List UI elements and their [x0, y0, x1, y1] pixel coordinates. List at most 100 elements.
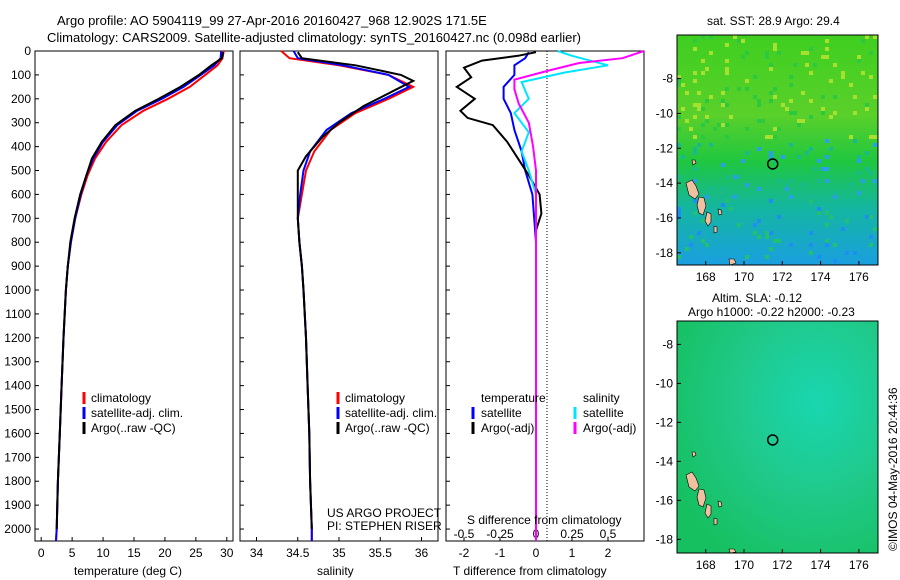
sst-pixel [825, 211, 829, 215]
sst-pixel [869, 135, 873, 139]
imos-side-label: ©IMOS 04-May-2016 20:44:36 [886, 387, 900, 551]
x-tick-label: -2 [459, 546, 470, 560]
sst-pixel [785, 107, 789, 111]
sst-pixel [773, 43, 777, 47]
depth-tick-label: 1000 [4, 283, 31, 297]
sst-pixel [677, 75, 681, 79]
x-tick-label: 1 [569, 546, 576, 560]
sst-pixel [857, 159, 861, 163]
depth-axis: 0 100 200 300 400 500 600 700 800 900 1000 1100 1200… [4, 44, 450, 536]
sst-pixel [841, 227, 845, 231]
sst-pixel [769, 91, 773, 95]
map-x-tick-label: 170 [734, 558, 754, 572]
sst-pixel [761, 119, 765, 123]
x-tick-label: 25 [189, 546, 203, 560]
sst-pixel [809, 231, 813, 235]
map-y-tick-label: -8 [662, 72, 673, 86]
salinity-x-axis: 34 34.5 35 35.5 36 [250, 537, 428, 560]
sst-pixel [745, 79, 749, 83]
sst-pixel [753, 75, 757, 79]
sst-pixel [709, 51, 713, 55]
map-y-tick-label: -12 [656, 141, 674, 155]
sst-pixel [765, 255, 769, 259]
map-y-tick-label: -12 [656, 415, 674, 429]
sst-pixel [725, 43, 729, 47]
depth-tick-label: 1600 [4, 426, 31, 440]
x-tick-label: 10 [96, 546, 110, 560]
sst-pixel [833, 191, 837, 195]
sst-pixel [853, 111, 857, 115]
sst-pixel [865, 151, 869, 155]
sst-pixel [737, 175, 741, 179]
sst-pixel [873, 143, 877, 147]
sst-pixel [833, 195, 837, 199]
sst-pixel [709, 187, 713, 191]
map-y-tick-label: -16 [656, 211, 674, 225]
sst-pixel [817, 255, 821, 259]
sst-pixel [741, 39, 745, 43]
sst-pixel [865, 107, 869, 111]
x-tick-label: -1 [495, 546, 506, 560]
sst-pixel [861, 39, 865, 43]
sst-pixel [701, 219, 705, 223]
map-y-tick-label: -18 [656, 532, 674, 546]
sst-pixel [865, 167, 869, 171]
sst-pixel [869, 235, 873, 239]
map-y-tick-label: -10 [656, 376, 674, 390]
sst-pixel [697, 231, 701, 235]
sst-pixel [857, 191, 861, 195]
sst-pixel [777, 215, 781, 219]
sst-pixel [809, 195, 813, 199]
x2-tick-label: 0.5 [600, 527, 617, 541]
depth-tick-label: 1900 [4, 498, 31, 512]
sst-pixel [709, 95, 713, 99]
sst-pixel [805, 63, 809, 67]
sst-pixel [773, 87, 777, 91]
sst-pixel [717, 123, 721, 127]
sst-pixel [693, 103, 697, 107]
sst-pixel [681, 155, 685, 159]
sst-pixel [865, 215, 869, 219]
sst-pixel [693, 79, 697, 83]
x-tick-label: 34 [250, 546, 264, 560]
sst-pixel [825, 167, 829, 171]
sst-pixel [817, 207, 821, 211]
sst-pixel [821, 167, 825, 171]
sst-pixel [813, 63, 817, 67]
depth-tick-label: 1100 [5, 307, 31, 321]
sst-pixel [833, 95, 837, 99]
x-tick-label: 30 [220, 546, 234, 560]
sst-pixel [745, 127, 749, 131]
sst-pixel [701, 59, 705, 63]
map-x-tick-label: 168 [696, 558, 716, 572]
sst-pixel [705, 195, 709, 199]
sst-pixel [769, 231, 773, 235]
sst-pixel [693, 71, 697, 75]
temp-legend-satellite: satellite-adj. clim. [91, 406, 184, 420]
sst-pixel [753, 95, 757, 99]
sst-pixel [805, 151, 809, 155]
sst-pixel [809, 243, 813, 247]
sst-pixel [693, 147, 697, 151]
sst-pixel [861, 71, 865, 75]
sst-pixel [773, 95, 777, 99]
sst-pixel [685, 91, 689, 95]
sst-pixel [805, 51, 809, 55]
sst-pixel [697, 103, 701, 107]
sst-pixel [821, 111, 825, 115]
map-y-tick-label: -10 [656, 106, 674, 120]
diff-legend-t-argo: Argo(-adj) [481, 421, 535, 435]
sst-pixel [705, 119, 709, 123]
sst-pixel [813, 167, 817, 171]
sst-pixel [809, 199, 813, 203]
x-tick-label: 5 [69, 546, 76, 560]
diff-top-label: S difference from climatology [467, 513, 622, 527]
sst-pixel [773, 239, 777, 243]
sla-map-title-2: Argo h1000: -0.22 h2000: -0.23 [688, 305, 855, 319]
sst-pixel [769, 99, 773, 103]
sst-pixel [873, 95, 877, 99]
sst-pixel [757, 219, 761, 223]
sst-pixel [681, 83, 685, 87]
sst-pixel [725, 199, 729, 203]
sst-pixel [701, 71, 705, 75]
